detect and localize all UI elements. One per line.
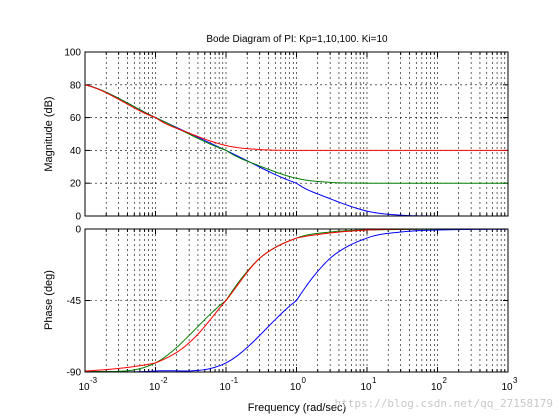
- x-tick-label: 10: [290, 382, 302, 393]
- x-tick-label-exponent: 3: [513, 376, 518, 385]
- x-tick-label-exponent: -1: [231, 376, 239, 385]
- phase-series-0-line: [84, 228, 509, 373]
- magnitude-y-tick-label: 100: [64, 48, 81, 59]
- magnitude-axes-box: [84, 51, 509, 217]
- x-tick-label: 10: [431, 382, 443, 393]
- magnitude-series-2-line: [84, 84, 508, 151]
- magnitude-y-tick-label: 0: [75, 212, 81, 223]
- x-tick-label: 10: [149, 382, 161, 393]
- phase-panel: -90 -45 0 Phase (deg): [43, 225, 509, 379]
- x-axis-label: Frequency (rad/sec): [248, 402, 346, 414]
- phase-y-label: Phase (deg): [43, 270, 55, 330]
- x-tick-label: 10: [360, 382, 372, 393]
- x-tick-label-exponent: 1: [372, 376, 377, 385]
- magnitude-y-tick-label: 80: [70, 80, 82, 91]
- magnitude-y-tick-label: 20: [70, 179, 82, 190]
- x-tick-label: 10: [219, 382, 231, 393]
- phase-series-2-line: [84, 228, 509, 372]
- magnitude-y-label: Magnitude (dB): [43, 96, 55, 171]
- x-tick-label: 10: [501, 382, 513, 393]
- chart-title: Bode Diagram of PI: Kp=1,10,100. Ki=10: [206, 34, 388, 45]
- x-tick-label-exponent: -3: [90, 376, 98, 385]
- x-tick-label-exponent: 2: [443, 376, 448, 385]
- x-tick-label: 10: [78, 382, 90, 393]
- phase-y-tick-label: -45: [67, 296, 82, 307]
- phase-axes-box: [84, 228, 509, 373]
- x-tick-label-exponent: 0: [302, 376, 307, 385]
- magnitude-panel: 0 20 40 60 80 100 Magnitude (dB): [43, 48, 509, 223]
- phase-y-tick-label: -90: [67, 368, 82, 379]
- x-tick-label-exponent: -2: [161, 376, 169, 385]
- magnitude-y-tick-label: 40: [70, 146, 82, 157]
- magnitude-y-tick-label: 60: [70, 113, 82, 124]
- watermark: https://blog.csdn.net/qq_27158179: [334, 397, 553, 410]
- phase-y-tick-label: 0: [75, 225, 81, 236]
